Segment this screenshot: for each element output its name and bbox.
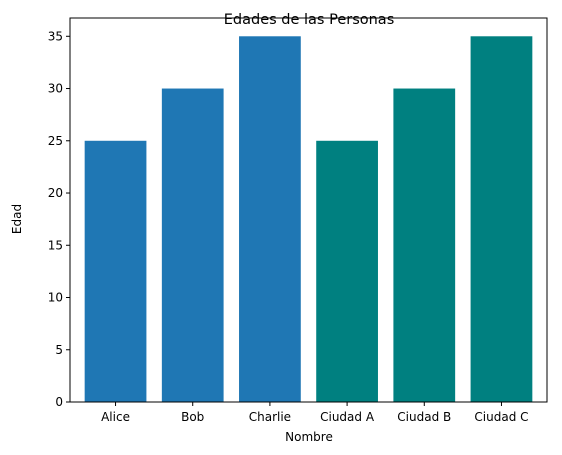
bar-charlie [239, 36, 301, 403]
chart-title: Edades de las Personas [224, 12, 395, 28]
bar-bob [161, 88, 224, 402]
y-tick-label: 25 [48, 134, 63, 148]
y-tick-label: 10 [48, 291, 63, 305]
bars-group [84, 36, 533, 403]
x-axis: Alice Bob Charlie Ciudad A Ciudad B Ciudad C [101, 402, 529, 424]
x-tick-label: Charlie [249, 410, 291, 424]
y-tick-label: 30 [48, 82, 63, 96]
bar-ciudad-b [393, 88, 456, 402]
x-tick-label: Ciudad C [474, 410, 528, 424]
y-tick-label: 35 [48, 29, 63, 43]
bar-ciudad-c [470, 36, 533, 403]
plot-frame [69, 17, 548, 403]
x-axis-label: Nombre [285, 430, 333, 444]
x-tick-label: Ciudad A [320, 410, 375, 424]
bar-alice [84, 140, 147, 402]
y-tick-label: 5 [55, 343, 63, 357]
x-tick-label: Alice [101, 410, 130, 424]
y-axis-label: Edad [10, 204, 24, 234]
bar-ciudad-a [316, 140, 378, 402]
x-tick-label: Ciudad B [397, 410, 451, 424]
x-tick-label: Bob [181, 410, 204, 424]
y-tick-label: 20 [48, 186, 63, 200]
y-axis: 0 5 10 15 20 25 30 35 [48, 29, 70, 409]
y-tick-label: 15 [48, 238, 63, 252]
y-tick-label: 0 [55, 395, 63, 409]
